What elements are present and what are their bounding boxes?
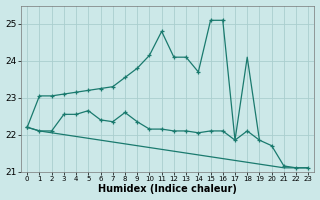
X-axis label: Humidex (Indice chaleur): Humidex (Indice chaleur) — [98, 184, 237, 194]
